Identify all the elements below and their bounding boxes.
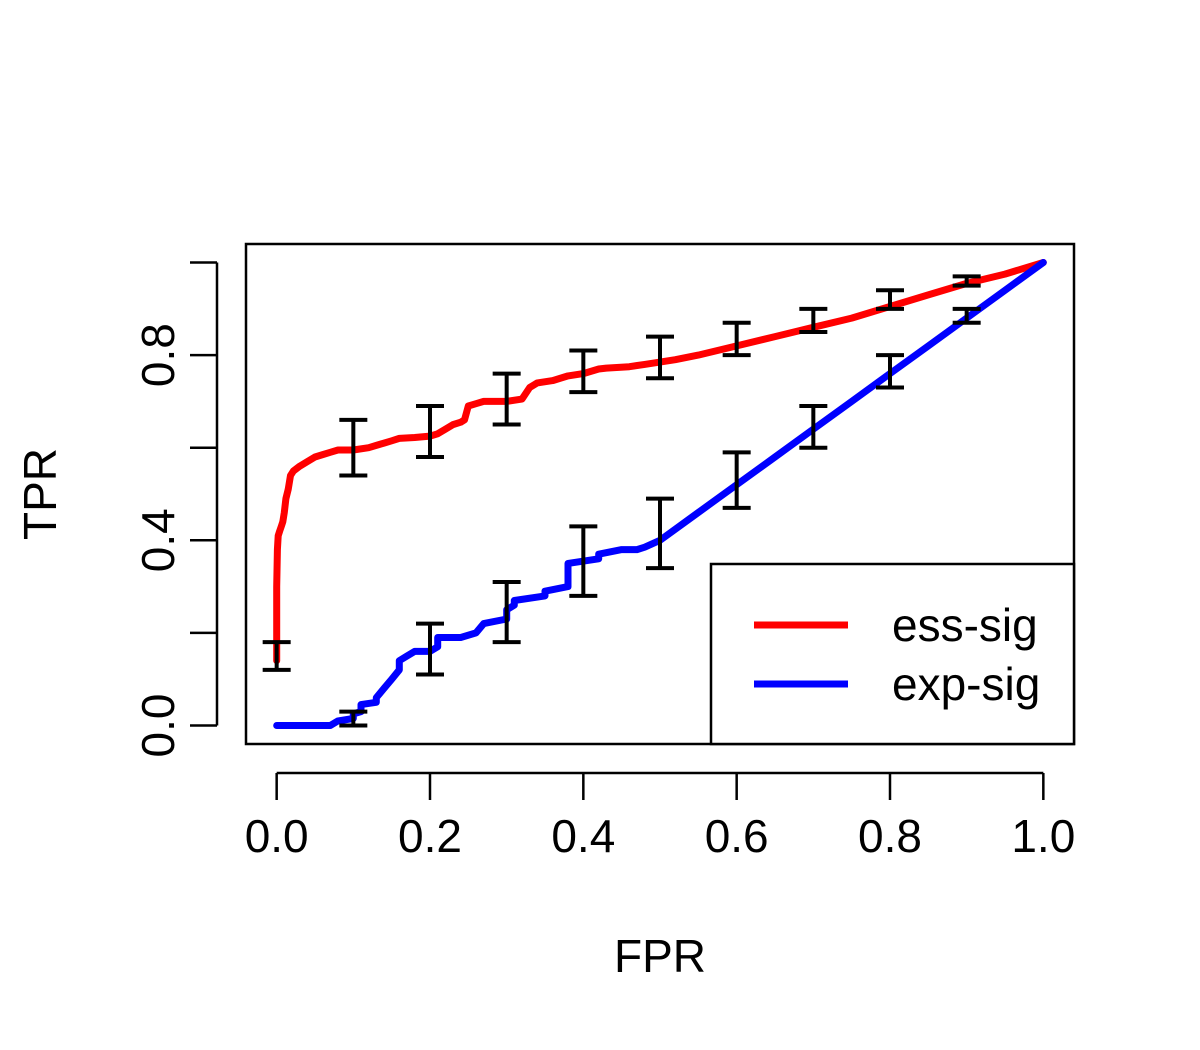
y-axis: 0.0 0.4 0.8 (132, 261, 219, 758)
x-tick-label: 0.8 (858, 810, 922, 862)
error-bar (569, 348, 598, 395)
error-bar (799, 404, 828, 450)
x-axis: 0.0 0.2 0.4 0.6 0.8 1.0 (245, 771, 1075, 862)
error-bar (646, 334, 674, 381)
error-bar (952, 306, 981, 325)
series-line-ess-sig (273, 259, 1047, 665)
legend-label-exp-sig: exp-sig (892, 658, 1040, 710)
error-bar (416, 621, 444, 677)
error-bar (492, 371, 521, 427)
error-bar (416, 404, 444, 459)
x-tick-label: 0.4 (551, 810, 615, 862)
error-bar (952, 274, 981, 288)
x-tick-label: 0.6 (705, 810, 769, 862)
error-bar (339, 417, 368, 478)
error-bar (876, 288, 904, 311)
y-tick-label: 0.4 (132, 508, 184, 572)
legend: ess-sig exp-sig (709, 562, 1076, 746)
error-bar (876, 353, 904, 390)
error-bar (722, 320, 751, 358)
error-bar (722, 450, 751, 510)
x-tick-label: 0.0 (245, 810, 309, 862)
error-bar (492, 579, 521, 645)
error-bars (262, 274, 981, 728)
x-tick-label: 1.0 (1011, 810, 1075, 862)
error-bar (646, 496, 674, 571)
x-axis-title: FPR (614, 930, 706, 982)
plot-frame (244, 242, 1076, 746)
y-axis-title: TPR (14, 448, 66, 540)
legend-box (709, 562, 1076, 746)
error-bar (339, 709, 368, 728)
error-bar (569, 524, 598, 598)
y-tick-label: 0.8 (132, 323, 184, 387)
y-tick-label: 0.0 (132, 694, 184, 758)
x-tick-label: 0.2 (398, 810, 462, 862)
error-bar (799, 306, 828, 334)
error-bar (262, 640, 291, 672)
legend-label-ess-sig: ess-sig (892, 599, 1038, 651)
